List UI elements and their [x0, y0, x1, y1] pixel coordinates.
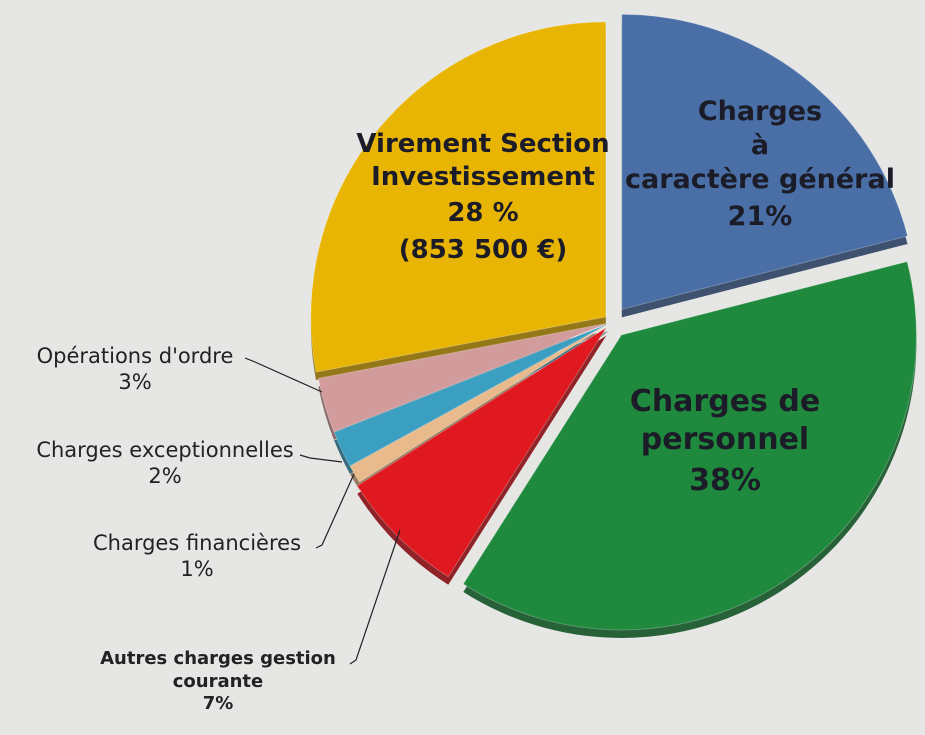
slice-label: Charges exceptionnelles 2%	[15, 437, 315, 490]
leader-line	[315, 473, 355, 549]
slice-label: Charges à caractère général 21%	[620, 95, 900, 234]
slice-label: Virement Section Investissement 28 % (853 …	[343, 128, 623, 266]
category-name: Virement Section Investissement	[356, 129, 610, 192]
category-name: Autres charges gestion courante	[100, 648, 336, 692]
pie-slice	[349, 323, 609, 483]
category-name: Charges financières	[92, 531, 302, 555]
leader-line	[299, 454, 343, 463]
category-name: Charges de personnel	[629, 384, 821, 457]
pie-slice	[317, 322, 609, 433]
leader-line	[349, 529, 401, 665]
category-name: Charges exceptionnelles	[36, 438, 294, 462]
leader-line	[244, 357, 323, 393]
value-label: 2%	[148, 464, 182, 489]
pie-slice	[462, 260, 917, 631]
value-label: 1%	[180, 557, 214, 582]
value-label: 28 %	[447, 198, 519, 228]
value-label: 38%	[689, 463, 761, 498]
value-label: 7%	[202, 693, 234, 714]
slice-label: Opérations d'ordre 3%	[5, 343, 265, 396]
value-label: 3%	[118, 370, 152, 395]
slice-label: Charges de personnel 38%	[585, 383, 865, 500]
category-name: Charges à caractère général	[625, 96, 895, 195]
slice-label: Charges financières 1%	[57, 530, 337, 583]
category-name: Opérations d'ordre	[36, 344, 234, 368]
pie-slice	[310, 21, 607, 373]
slice-label: Autres charges gestion courante 7%	[78, 648, 358, 716]
amount-label: (853 500 €)	[398, 234, 568, 265]
pie-slice	[333, 323, 609, 467]
pie-slice	[621, 13, 909, 311]
value-label: 21%	[727, 201, 793, 233]
